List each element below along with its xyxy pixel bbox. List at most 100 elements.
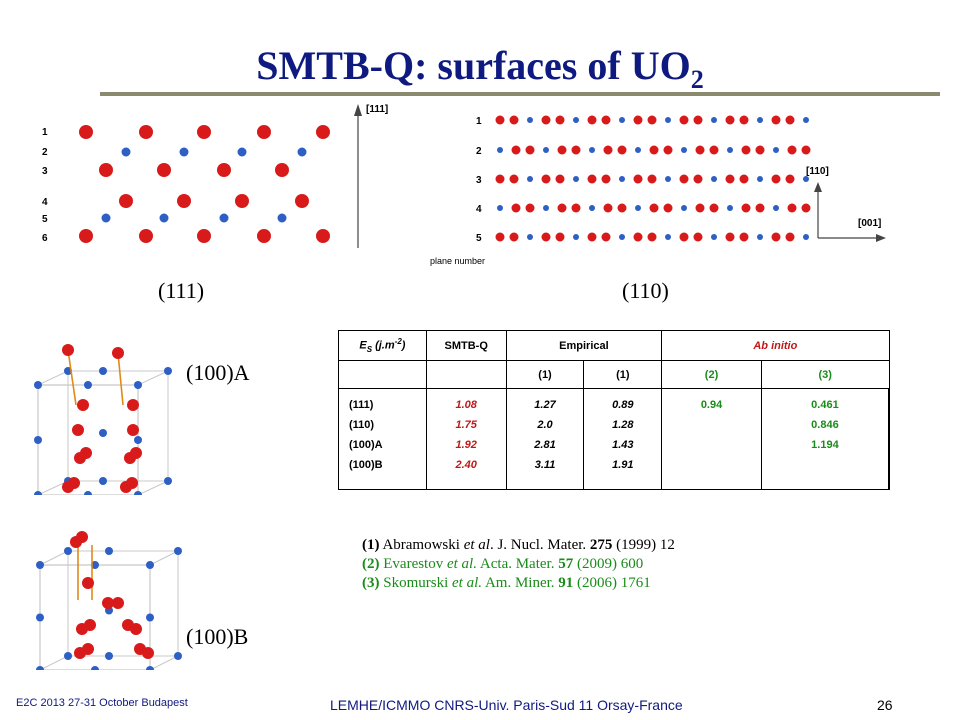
uranium-atom [164, 367, 172, 375]
ref-number: (2) [362, 556, 380, 572]
bond-line [149, 550, 179, 566]
oxygen-atom [509, 115, 519, 125]
uranium-atom [219, 213, 229, 223]
oxygen-atom [102, 597, 114, 609]
oxygen-atom [511, 145, 521, 155]
bond-line [137, 480, 169, 495]
table-cell-empty [338, 360, 427, 389]
plane-label: 2 [42, 147, 48, 158]
uranium-atom [146, 666, 154, 670]
uranium-atom [773, 147, 779, 153]
plane-label: 5 [476, 233, 482, 244]
uranium-atom [665, 234, 671, 240]
oxygen-atom [725, 115, 735, 125]
uranium-atom [711, 234, 717, 240]
uranium-atom [619, 117, 625, 123]
oxygen-atom [316, 125, 330, 139]
oxygen-atom [709, 145, 719, 155]
uranium-atom [757, 117, 763, 123]
caption-100B: (100)B [186, 624, 249, 649]
oxygen-atom [603, 203, 613, 213]
oxygen-atom [142, 647, 154, 659]
uranium-atom [99, 367, 107, 375]
plane-label: 4 [42, 197, 48, 208]
oxygen-atom [633, 174, 643, 184]
uranium-atom [91, 666, 99, 670]
uranium-atom [105, 547, 113, 555]
oxygen-atom [80, 447, 92, 459]
oxygen-atom [571, 203, 581, 213]
oxygen-atom [68, 477, 80, 489]
oxygen-atom [541, 174, 551, 184]
oxygen-atom [82, 577, 94, 589]
uranium-atom [543, 147, 549, 153]
uranium-atom [757, 176, 763, 182]
oxygen-atom [509, 174, 519, 184]
oxygen-atom [741, 145, 751, 155]
uranium-atom [237, 147, 247, 157]
oxygen-atom [235, 194, 249, 208]
oxygen-atom [679, 232, 689, 242]
table-cell-empty [425, 360, 507, 389]
ref-rest: (2009) 600 [573, 556, 644, 572]
oxygen-atom [617, 203, 627, 213]
oxygen-atom [679, 115, 689, 125]
oxygen-atom [633, 115, 643, 125]
uranium-atom [99, 477, 107, 485]
value: 3.11 [534, 459, 556, 471]
oxygen-atom [647, 232, 657, 242]
ref-volume: 57 [558, 556, 574, 572]
caption-110: (110) [622, 278, 669, 303]
ref-journal: Am. Miner. [482, 575, 559, 591]
footer-conference: E2C 2013 27-31 October Budapest [16, 697, 188, 709]
uranium-atom [34, 491, 42, 495]
axis-label-110: [110] [806, 166, 829, 177]
value: 1.194 [811, 439, 839, 451]
oxygen-atom [62, 344, 74, 356]
smtbq-values-cell: 1.08 1.75 1.92 2.40 [425, 388, 507, 490]
oxygen-atom [587, 174, 597, 184]
uranium-atom [803, 234, 809, 240]
uranium-atom [681, 205, 687, 211]
oxygen-atom [801, 203, 811, 213]
oxygen-atom [139, 125, 153, 139]
ref-number: (1) [362, 537, 380, 553]
uranium-atom [619, 176, 625, 182]
uranium-atom [589, 205, 595, 211]
oxygen-atom [649, 145, 659, 155]
table-header-row: ES (j.m-2) SMTB-Q Empirical Ab initio [338, 330, 890, 361]
oxygen-atom [771, 115, 781, 125]
uranium-atom [179, 147, 189, 157]
oxygen-atom [157, 163, 171, 177]
surfaces-cell: (111) (110) (100)A (100)B [338, 388, 427, 490]
uranium-atom [134, 436, 142, 444]
uranium-atom [773, 205, 779, 211]
bond-line [67, 349, 77, 406]
oxygen-atom [647, 115, 657, 125]
oxygen-atom [197, 125, 211, 139]
value: 0.89 [612, 399, 634, 411]
uranium-atom [105, 652, 113, 660]
surface-name: (110) [349, 419, 375, 431]
uranium-atom [277, 213, 287, 223]
oxygen-atom [771, 174, 781, 184]
uranium-atom [34, 381, 42, 389]
reference-item: (1) Abramowski et al. J. Nucl. Mater. 27… [362, 536, 675, 555]
figure-111-surface: 1 2 3 4 5 6 [111] [42, 104, 388, 248]
oxygen-atom [633, 232, 643, 242]
uranium-atom [146, 613, 154, 622]
uranium-atom [36, 561, 44, 569]
surface-energy-table: ES (j.m-2) SMTB-Q Empirical Ab initio (1… [338, 330, 890, 490]
abinitio-2-cell: 0.94 [661, 388, 762, 490]
header-abinitio: Ab initio [661, 330, 890, 361]
uranium-atom [497, 147, 503, 153]
oxygen-atom [525, 145, 535, 155]
oxygen-atom [525, 203, 535, 213]
oxygen-atom [663, 203, 673, 213]
oxygen-atom [127, 399, 139, 411]
oxygen-atom [275, 163, 289, 177]
bond-line [37, 370, 69, 386]
oxygen-atom [177, 194, 191, 208]
uranium-atom [573, 176, 579, 182]
abinitio-3-cell: 0.461 0.846 1.194 [760, 388, 890, 490]
